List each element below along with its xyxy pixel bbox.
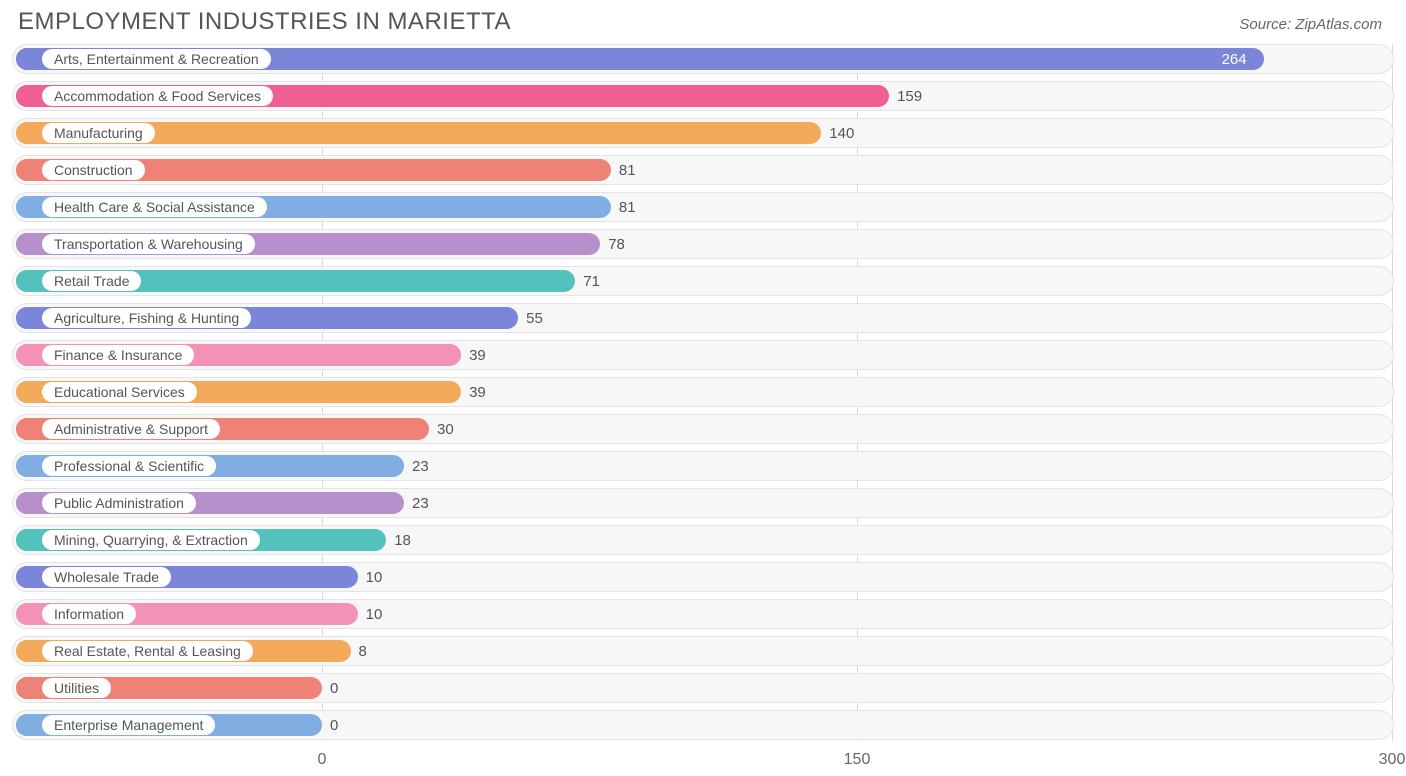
bar-value: 159 <box>889 81 922 111</box>
bar-label: Educational Services <box>42 382 197 402</box>
bar-row: Educational Services 39 <box>12 377 1394 407</box>
bar-row: Health Care & Social Assistance 81 <box>12 192 1394 222</box>
axis-tick-label: 150 <box>844 751 871 769</box>
bar-label: Arts, Entertainment & Recreation <box>42 49 271 69</box>
bar-value: 71 <box>575 266 600 296</box>
bar-cap <box>16 381 38 403</box>
bar-label: Accommodation & Food Services <box>42 86 273 106</box>
bar-value: 0 <box>322 673 338 703</box>
bar-value: 23 <box>404 451 429 481</box>
axis-tick-label: 0 <box>318 751 327 769</box>
bar-cap <box>16 492 38 514</box>
bar-value: 10 <box>358 599 383 629</box>
bar-cap <box>16 196 38 218</box>
bar-cap <box>16 270 38 292</box>
bar-label: Retail Trade <box>42 271 141 291</box>
bar-label: Public Administration <box>42 493 196 513</box>
bar-label: Manufacturing <box>42 123 155 143</box>
bar-row: Transportation & Warehousing 78 <box>12 229 1394 259</box>
x-axis: 0150300 <box>12 747 1394 776</box>
bar-label: Transportation & Warehousing <box>42 234 255 254</box>
bar-cap <box>16 603 38 625</box>
bar-label: Construction <box>42 160 145 180</box>
bar-value: 39 <box>461 340 486 370</box>
bar-cap <box>16 307 38 329</box>
bar-label: Wholesale Trade <box>42 567 171 587</box>
bar-cap <box>16 640 38 662</box>
bar-label: Finance & Insurance <box>42 345 194 365</box>
chart-plot-area: Arts, Entertainment & Recreation 264 Accom… <box>12 44 1394 776</box>
bar-cap <box>16 418 38 440</box>
bar-row: Construction 81 <box>12 155 1394 185</box>
bar-row: Mining, Quarrying, & Extraction 18 <box>12 525 1394 555</box>
bar-cap <box>16 566 38 588</box>
bar-row: Administrative & Support 30 <box>12 414 1394 444</box>
bar-cap <box>16 85 38 107</box>
axis-tick-label: 300 <box>1379 751 1406 769</box>
bar-label: Utilities <box>42 678 111 698</box>
bar-label: Real Estate, Rental & Leasing <box>42 641 253 661</box>
source-prefix: Source: <box>1239 16 1295 33</box>
bar-row: Professional & Scientific 23 <box>12 451 1394 481</box>
bar-value: 8 <box>351 636 367 666</box>
chart-source: Source: ZipAtlas.com <box>1239 16 1382 33</box>
bar-row: Real Estate, Rental & Leasing 8 <box>12 636 1394 666</box>
bar-row: Arts, Entertainment & Recreation 264 <box>12 44 1394 74</box>
chart-title: EMPLOYMENT INDUSTRIES IN MARIETTA <box>18 8 511 36</box>
chart-container: EMPLOYMENT INDUSTRIES IN MARIETTA Source… <box>0 0 1406 776</box>
bar-row: Utilities 0 <box>12 673 1394 703</box>
bar-cap <box>16 122 38 144</box>
bar-row: Information 10 <box>12 599 1394 629</box>
bar-row: Accommodation & Food Services 159 <box>12 81 1394 111</box>
bar-cap <box>16 714 38 736</box>
bar-value: 78 <box>600 229 625 259</box>
bar-value: 55 <box>518 303 543 333</box>
bar-label: Information <box>42 604 136 624</box>
bar-value: 264 <box>1214 44 1247 74</box>
bar-cap <box>16 677 38 699</box>
bar-cap <box>16 455 38 477</box>
bar-value: 81 <box>611 155 636 185</box>
bar-row: Manufacturing 140 <box>12 118 1394 148</box>
bar-cap <box>16 233 38 255</box>
bar-value: 30 <box>429 414 454 444</box>
bar-label: Enterprise Management <box>42 715 215 735</box>
bar-cap <box>16 159 38 181</box>
bar-row: Agriculture, Fishing & Hunting 55 <box>12 303 1394 333</box>
bar-label: Health Care & Social Assistance <box>42 197 267 217</box>
bar-cap <box>16 344 38 366</box>
bar-cap <box>16 48 38 70</box>
source-name: ZipAtlas.com <box>1295 16 1382 33</box>
bar-value: 23 <box>404 488 429 518</box>
bar-label: Mining, Quarrying, & Extraction <box>42 530 260 550</box>
bar-row: Public Administration 23 <box>12 488 1394 518</box>
bar-value: 39 <box>461 377 486 407</box>
bar-value: 10 <box>358 562 383 592</box>
bar-label: Agriculture, Fishing & Hunting <box>42 308 251 328</box>
bar-value: 140 <box>821 118 854 148</box>
bar-label: Administrative & Support <box>42 419 220 439</box>
bar-label: Professional & Scientific <box>42 456 216 476</box>
bar-cap <box>16 529 38 551</box>
bar-row: Wholesale Trade 10 <box>12 562 1394 592</box>
bar-row: Retail Trade 71 <box>12 266 1394 296</box>
bar-value: 81 <box>611 192 636 222</box>
bar-value: 18 <box>386 525 411 555</box>
bar-value: 0 <box>322 710 338 740</box>
chart-header: EMPLOYMENT INDUSTRIES IN MARIETTA Source… <box>0 0 1406 40</box>
bar-row: Enterprise Management 0 <box>12 710 1394 740</box>
bar-row: Finance & Insurance 39 <box>12 340 1394 370</box>
